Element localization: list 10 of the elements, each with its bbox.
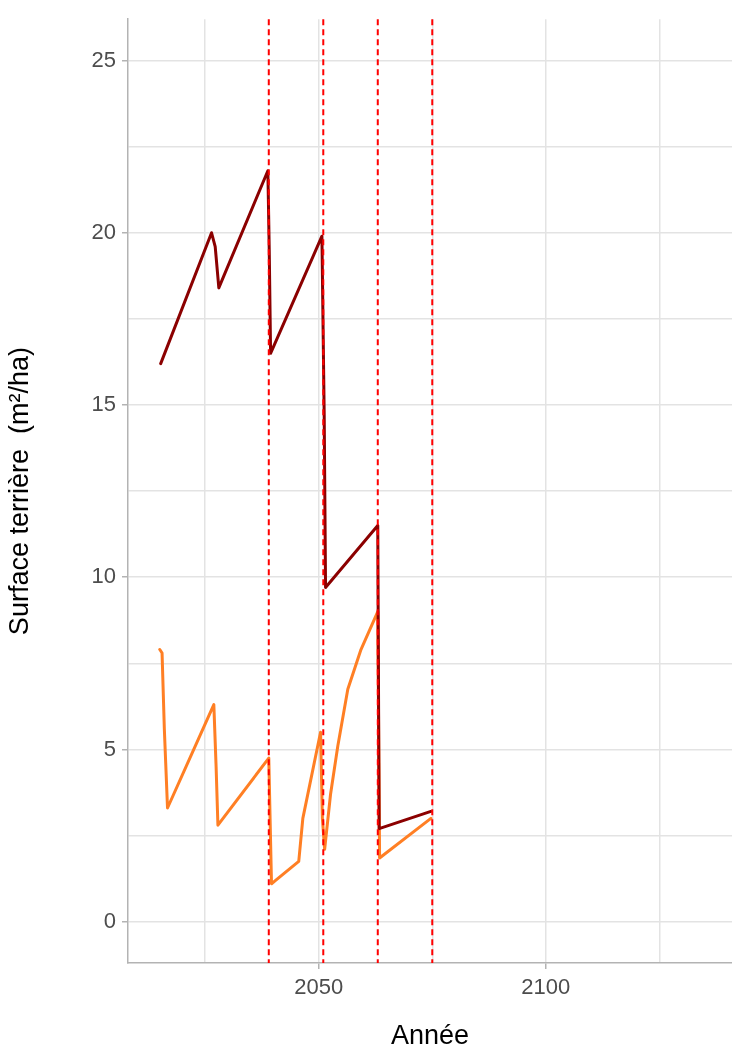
y-tick-label: 0	[103, 907, 116, 933]
x-axis-title: Année	[390, 1020, 470, 1051]
y-tick-label: 15	[91, 391, 116, 417]
x-tick-label: 2050	[294, 974, 344, 1000]
y-axis-title: Surface terrière (m²/ha)	[3, 347, 34, 636]
y-tick-label: 25	[91, 46, 116, 72]
y-tick-label: 10	[91, 563, 116, 589]
y-tick-label: 20	[91, 218, 116, 244]
x-tick-label: 2100	[521, 974, 571, 1000]
y-tick-label: 5	[103, 735, 116, 761]
